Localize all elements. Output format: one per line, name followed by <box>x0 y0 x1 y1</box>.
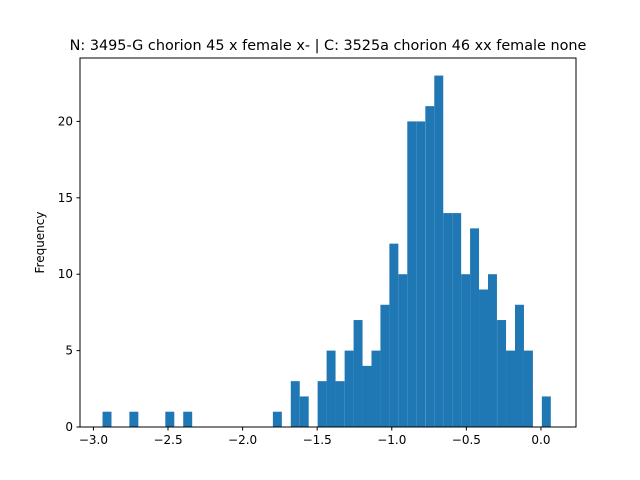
histogram-bar <box>353 320 363 427</box>
x-tick-label: −2.0 <box>228 433 257 447</box>
histogram-bar <box>443 213 453 427</box>
histogram-bar <box>362 365 372 427</box>
histogram-bar <box>290 381 300 427</box>
histogram-bar <box>461 274 471 427</box>
histogram-bar <box>514 304 524 427</box>
x-tick-label: −2.5 <box>153 433 182 447</box>
histogram-bar <box>335 381 345 427</box>
chart-title: N: 3495-G chorion 45 x female x- | C: 35… <box>70 38 587 54</box>
histogram-bar <box>344 350 354 427</box>
histogram-bar <box>165 411 175 427</box>
histogram-bar <box>272 411 282 427</box>
histogram-bar <box>416 121 426 427</box>
histogram-bar <box>398 274 408 427</box>
y-tick-label: 20 <box>58 114 73 128</box>
histogram-bar <box>317 381 327 427</box>
histogram-bar <box>497 320 507 427</box>
histogram-bar <box>434 75 444 428</box>
histogram-bar <box>407 121 417 427</box>
histogram-bar <box>470 228 480 427</box>
histogram-bar <box>523 350 533 427</box>
y-tick-label: 0 <box>65 420 73 434</box>
histogram-bar <box>479 289 489 427</box>
histogram-bar <box>425 106 435 427</box>
histogram-bar <box>389 243 399 427</box>
x-tick-label: −1.5 <box>303 433 332 447</box>
histogram-bar <box>183 411 193 427</box>
x-tick-label: −1.0 <box>377 433 406 447</box>
histogram-bar <box>487 274 497 427</box>
histogram-bar <box>371 350 381 427</box>
plot-frame <box>79 57 577 428</box>
histogram-bar <box>299 396 309 427</box>
y-axis-label: Frequency <box>33 212 47 274</box>
y-tick-label: 10 <box>58 267 73 281</box>
x-tick-label: −3.0 <box>79 433 108 447</box>
x-tick-label: −0.5 <box>452 433 481 447</box>
y-axis: 0 5 10 15 20 <box>58 114 80 434</box>
histogram-bar <box>102 411 112 427</box>
histogram-bars <box>102 75 551 428</box>
histogram-bar <box>506 350 516 427</box>
y-tick-label: 5 <box>65 344 73 358</box>
histogram-bar <box>380 304 390 427</box>
x-tick-label: 0.0 <box>531 433 550 447</box>
histogram-bar <box>452 213 462 427</box>
histogram-bar <box>129 411 139 427</box>
histogram-bar <box>541 396 551 427</box>
y-tick-label: 15 <box>58 191 73 205</box>
histogram-bar <box>326 350 336 427</box>
x-axis: −3.0 −2.5 −2.0 −1.5 −1.0 −0.5 0.0 <box>79 427 550 447</box>
